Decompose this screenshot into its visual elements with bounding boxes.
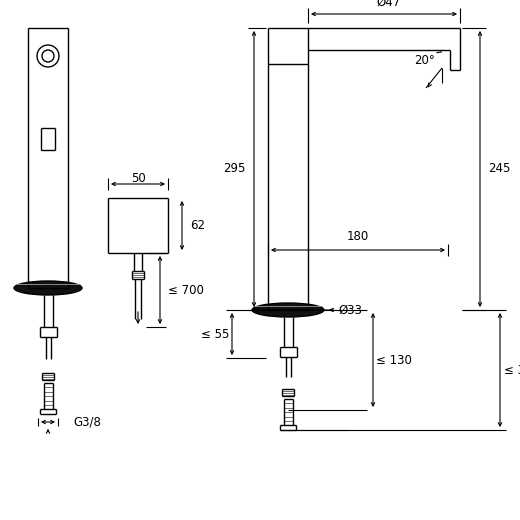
Text: 50: 50 [131, 173, 146, 186]
Text: 20°: 20° [414, 54, 435, 67]
Text: 62: 62 [190, 219, 205, 232]
Text: G3/8: G3/8 [73, 415, 101, 428]
Text: 245: 245 [488, 162, 510, 175]
Text: ≤ 55: ≤ 55 [201, 328, 229, 341]
Text: ≤ 130: ≤ 130 [376, 354, 412, 367]
Text: 180: 180 [347, 230, 369, 243]
Text: ≤ 370: ≤ 370 [504, 363, 520, 376]
Ellipse shape [252, 303, 324, 317]
Ellipse shape [14, 281, 82, 295]
Text: Ø33: Ø33 [338, 304, 362, 317]
Text: Ø47: Ø47 [377, 0, 401, 9]
Text: ≤ 700: ≤ 700 [168, 283, 204, 296]
Text: 295: 295 [224, 162, 246, 175]
